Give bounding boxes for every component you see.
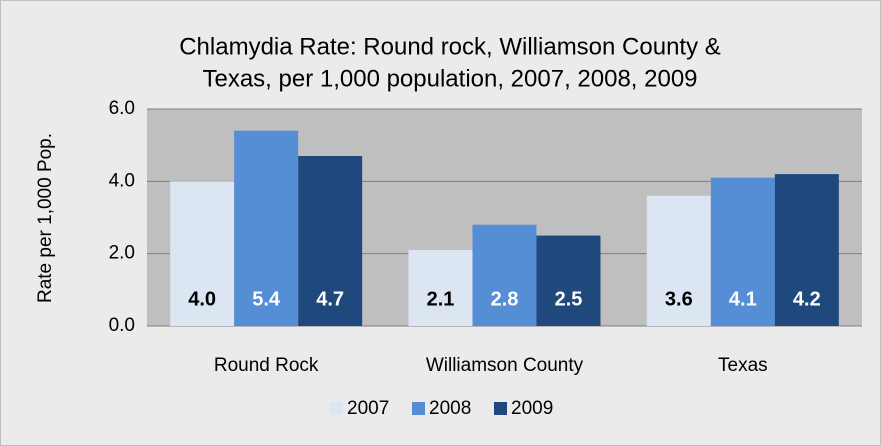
data-label: 2.5 [555,288,583,310]
bar [298,156,363,326]
data-label: 3.6 [665,288,693,310]
bar [536,235,601,326]
data-label: 2.8 [491,288,519,310]
data-label: 4.0 [188,288,216,310]
x-tick-label: Texas [718,355,768,376]
y-tick-label: 4.0 [109,170,135,191]
x-tick-label: Williamson County [426,355,584,376]
y-tick-label: 6.0 [109,98,135,119]
legend-label: 2009 [511,398,553,419]
legend-label: 2008 [429,398,471,419]
bar [646,195,711,326]
data-label: 4.2 [793,288,821,310]
bar [774,174,839,326]
y-tick-label: 2.0 [109,243,135,264]
bar [170,181,235,326]
bar [710,177,775,326]
bar [234,130,299,326]
x-tick-label: Round Rock [214,355,319,376]
bar [408,250,473,326]
chart-title: Texas, per 1,000 population, 2007, 2008,… [202,65,697,92]
y-axis-label: Rate per 1,000 Pop. [35,133,56,303]
data-label: 4.7 [316,288,344,310]
data-label: 2.1 [427,288,455,310]
legend-swatch [412,402,425,415]
data-label: 5.4 [252,288,281,310]
bar [472,224,537,326]
legend-label: 2007 [347,398,389,419]
legend-swatch [330,402,343,415]
legend-swatch [494,402,507,415]
data-label: 4.1 [729,288,757,310]
y-tick-label: 0.0 [109,315,135,336]
chart-title: Chlamydia Rate: Round rock, Williamson C… [179,33,721,60]
